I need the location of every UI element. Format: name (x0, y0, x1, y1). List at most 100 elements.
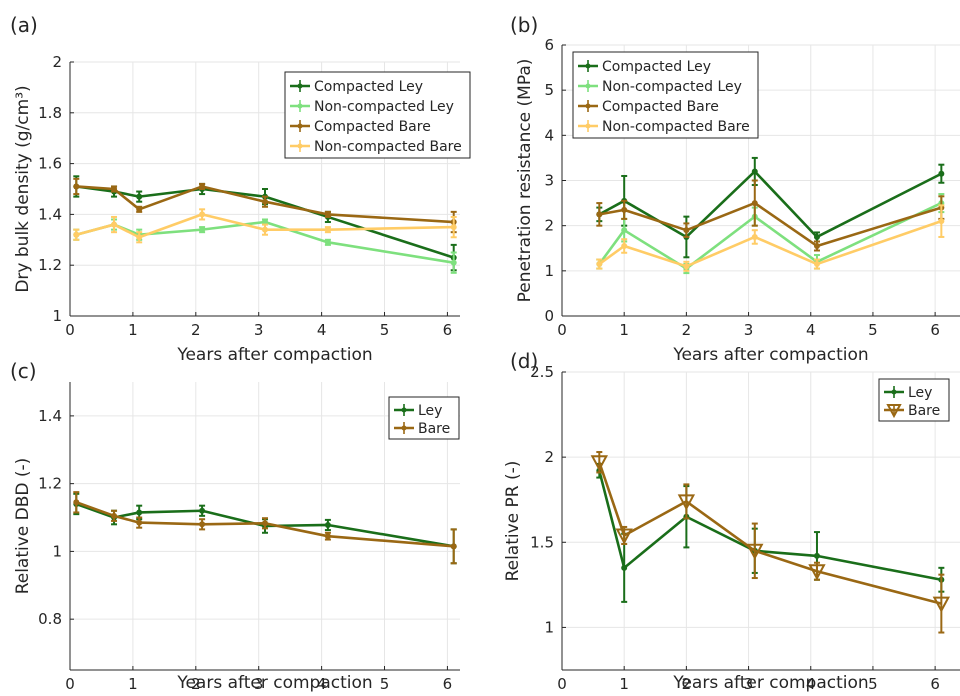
x-tick-label: 6 (443, 675, 453, 693)
y-tick-label: 0 (544, 307, 554, 325)
x-tick-label: 3 (254, 321, 264, 339)
x-axis-label: Years after compaction (672, 673, 868, 693)
series-line (598, 170, 942, 239)
y-tick-label: 2 (544, 217, 554, 235)
data-point (621, 564, 628, 571)
x-tick-label: 1 (128, 675, 138, 693)
legend-marker (401, 425, 407, 431)
y-tick-label: 1.8 (38, 104, 62, 122)
legend-marker (585, 103, 591, 109)
x-tick-label: 5 (380, 675, 390, 693)
y-tick-label: 1.2 (38, 256, 62, 274)
legend-marker (585, 63, 591, 69)
y-tick-label: 1 (52, 307, 62, 325)
data-point (73, 183, 80, 190)
x-tick-label: 5 (380, 321, 390, 339)
x-tick-label: 5 (868, 675, 878, 693)
x-tick-label: 3 (254, 675, 264, 693)
data-point (199, 226, 206, 233)
y-tick-label: 1.4 (38, 407, 62, 425)
series-ley (596, 462, 945, 603)
y-tick-label: 1 (544, 618, 554, 636)
data-point (199, 507, 206, 514)
data-point (808, 564, 826, 581)
data-point (621, 206, 628, 213)
panel-d: 0 1 2 3 4 5 6 1 1.5 2 2.5 Years after compaction Rel… (503, 349, 960, 693)
data-point (324, 211, 331, 218)
series-line (598, 461, 942, 605)
data-point (324, 521, 331, 528)
y-tick-label: 3 (544, 172, 554, 190)
series-line (598, 470, 942, 582)
data-point (938, 218, 945, 225)
data-point (324, 239, 331, 246)
data-point (73, 231, 80, 238)
x-tick-label: 2 (191, 321, 201, 339)
data-point (621, 242, 628, 249)
data-point (751, 200, 758, 207)
x-axis-label: Years after compaction (176, 673, 372, 693)
x-tick-label: 6 (443, 321, 453, 339)
x-axis-label: Years after compaction (672, 345, 868, 365)
legend: Compacted Ley Non-compacted Ley Compacted … (284, 71, 471, 159)
data-point (813, 261, 820, 268)
x-tick-label: 3 (744, 675, 754, 693)
legend-label: Compacted Bare (602, 99, 719, 115)
y-tick-label: 1.2 (38, 475, 62, 493)
x-tick-label: 1 (619, 675, 629, 693)
data-point (324, 226, 331, 233)
y-tick-label: 5 (544, 81, 554, 99)
data-point (938, 170, 945, 177)
legend-label: Compacted Bare (314, 119, 431, 135)
x-axis-label: Years after compaction (176, 345, 372, 365)
legend-box (284, 71, 471, 159)
legend-marker (297, 83, 303, 89)
data-point (813, 242, 820, 249)
x-tick-label: 1 (128, 321, 138, 339)
data-point (813, 233, 820, 240)
data-point (136, 206, 143, 213)
legend-marker (297, 103, 303, 109)
legend-marker (297, 143, 303, 149)
data-point (621, 227, 628, 234)
data-point (73, 499, 80, 506)
legend-label: Ley (418, 403, 442, 419)
data-point (262, 520, 268, 527)
x-tick-label: 5 (868, 321, 878, 339)
data-point (262, 219, 268, 226)
x-tick-label: 2 (682, 321, 692, 339)
y-tick-label: 0.8 (38, 610, 62, 628)
data-point (450, 543, 457, 550)
x-tick-label: 0 (65, 321, 75, 339)
y-axis-label: Penetration resistance (MPa) (515, 59, 535, 303)
legend-label: Non-compacted Ley (314, 99, 454, 115)
data-point (746, 543, 764, 560)
legend-box (388, 396, 460, 440)
x-tick-label: 2 (191, 675, 201, 693)
data-point (136, 509, 143, 516)
legend-marker (585, 123, 591, 129)
data-point (262, 226, 268, 233)
data-point (590, 455, 608, 472)
data-point (111, 512, 118, 519)
series-compacted-bare (73, 177, 457, 234)
y-tick-label: 2.5 (530, 363, 554, 381)
y-tick-label: 1.6 (38, 155, 62, 173)
data-point (136, 234, 143, 241)
x-tick-label: 4 (806, 321, 816, 339)
data-point (450, 259, 457, 266)
legend-box (572, 51, 759, 139)
y-tick-label: 1 (52, 542, 62, 560)
series-non-compacted-bare (596, 204, 945, 272)
legend-marker (891, 389, 897, 395)
x-tick-label: 4 (317, 675, 327, 693)
legend-label: Non-compacted Ley (602, 79, 742, 95)
legend: Ley Bare (388, 396, 460, 440)
y-tick-label: 2 (544, 448, 554, 466)
legend-label: Compacted Ley (314, 79, 423, 95)
y-tick-label: 6 (544, 36, 554, 54)
data-point (199, 521, 206, 528)
panel-b: 0 1 2 3 4 5 6 0 1 2 3 4 5 6 Years after compaction Pene… (510, 13, 960, 365)
legend-label: Bare (908, 403, 940, 419)
